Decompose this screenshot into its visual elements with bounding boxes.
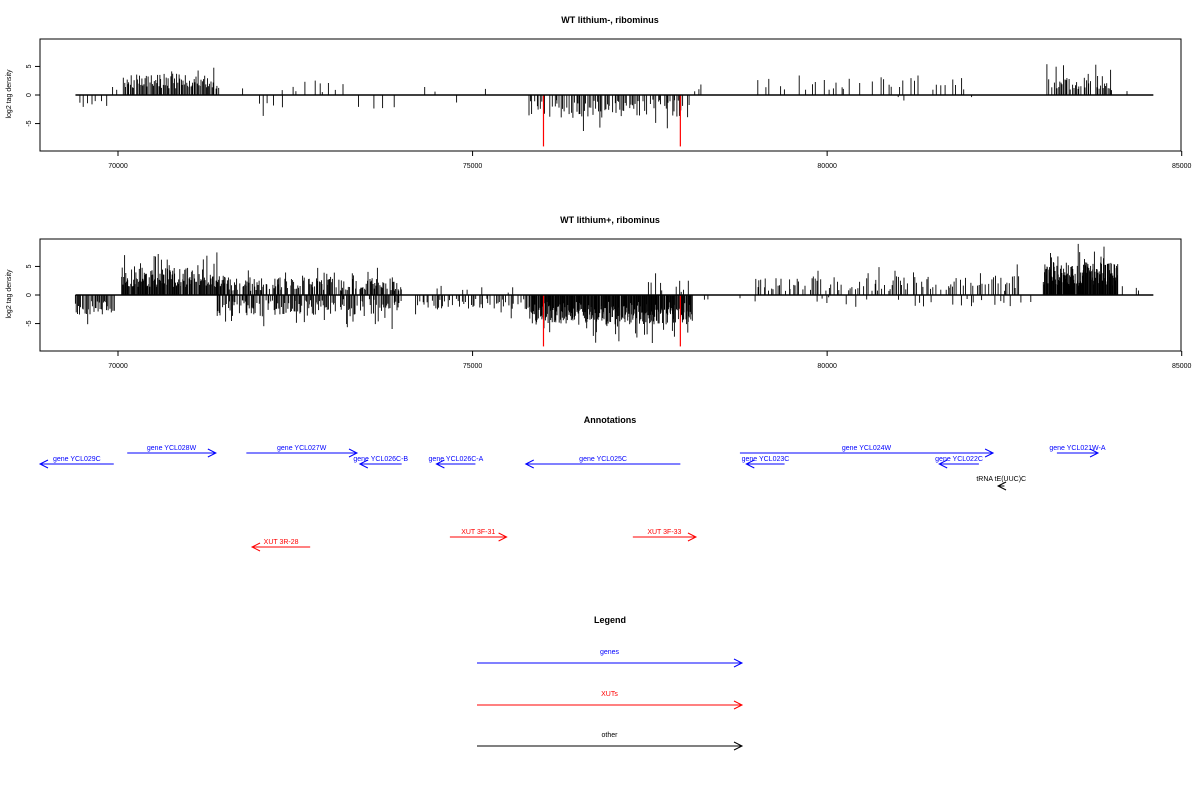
feature-label: gene YCL023C <box>742 456 790 463</box>
feature-label: gene YCL024W <box>842 445 892 452</box>
feature-label: gene YCL025C <box>579 456 627 463</box>
feature-arrowhead <box>996 481 1007 491</box>
annotation-feature: gene YCL024W <box>739 445 995 458</box>
feature-label: gene YCL021W-A <box>1049 445 1105 452</box>
legend-label: XUTs <box>601 691 618 698</box>
feature-arrowhead <box>207 448 217 458</box>
x-axis: 70000 75000 80000 85000 <box>108 151 1192 170</box>
feature-label: gene YCL026C-B <box>353 456 408 463</box>
annotation-feature: gene YCL023C <box>742 456 790 469</box>
annotation-feature: gene YCL022C <box>935 456 983 469</box>
y-axis-label: log2 tag density <box>6 69 13 119</box>
y-tick-label: 5 <box>26 264 33 268</box>
annotation-feature: tRNA tE(UUC)C <box>976 476 1026 491</box>
x-tick-label: 75000 <box>463 363 483 370</box>
x-tick-label: 85000 <box>1172 163 1192 170</box>
feature-label: gene YCL027W <box>277 445 327 452</box>
feature-label: XUT 3F-33 <box>647 529 681 536</box>
feature-arrowhead <box>984 448 995 458</box>
x-tick-label: 70000 <box>108 363 128 370</box>
x-tick-label: 85000 <box>1172 363 1192 370</box>
feature-label: gene YCL026C-A <box>429 456 484 463</box>
y-axis-label: log2 tag density <box>6 269 13 319</box>
panel-lithium-plus: WT lithium+, ribominus log2 tag density … <box>6 215 1192 370</box>
legend-arrowhead <box>733 741 744 751</box>
legend-entry: XUTs <box>477 691 744 710</box>
legend-entry: other <box>477 732 744 751</box>
panel-title: WT lithium-, ribominus <box>561 15 659 25</box>
y-tick-label: 5 <box>26 64 33 68</box>
legend-panel: Legend genes XUTs other <box>477 615 744 751</box>
panel-title: WT lithium+, ribominus <box>560 215 660 225</box>
x-axis: 70000 75000 80000 85000 <box>108 351 1192 370</box>
annotation-feature: gene YCL025C <box>524 456 681 469</box>
feature-arrowhead <box>250 542 261 552</box>
y-tick-label: 0 <box>26 93 33 97</box>
legend-entry: genes <box>477 649 744 668</box>
annotation-feature: XUT 3R-28 <box>250 539 311 552</box>
y-axis: -5 0 5 <box>26 264 40 327</box>
x-tick-label: 80000 <box>817 163 837 170</box>
feature-label: XUT 3F-31 <box>461 529 495 536</box>
legend-arrowhead <box>733 700 744 710</box>
y-tick-label: -5 <box>26 120 33 126</box>
y-tick-label: 0 <box>26 293 33 297</box>
y-tick-label: -5 <box>26 320 33 326</box>
legend-label: genes <box>600 649 620 656</box>
annotation-feature: gene YCL027W <box>246 445 359 458</box>
annotation-feature: gene YCL026C-A <box>429 456 484 469</box>
annotation-feature: gene YCL026C-B <box>353 456 408 469</box>
feature-arrowhead <box>348 448 359 458</box>
marker-lines <box>542 295 681 347</box>
feature-arrowhead <box>38 459 49 469</box>
x-tick-label: 70000 <box>108 163 128 170</box>
annotation-feature: gene YCL028W <box>127 445 217 458</box>
feature-arrowhead <box>745 459 755 469</box>
annotations-title: Annotations <box>584 415 637 425</box>
feature-arrowhead <box>498 532 508 542</box>
annotation-feature: gene YCL029C <box>38 456 114 469</box>
legend-label: other <box>602 732 619 739</box>
feature-arrowhead <box>1089 448 1100 458</box>
x-tick-label: 80000 <box>817 363 837 370</box>
marker-lines <box>542 95 681 147</box>
feature-arrowhead <box>687 532 698 542</box>
legend-title: Legend <box>594 615 626 625</box>
annotation-feature: XUT 3F-33 <box>632 529 698 542</box>
bar-series <box>74 243 1139 343</box>
feature-arrowhead <box>358 459 369 469</box>
feature-label: gene YCL022C <box>935 456 983 463</box>
y-axis: -5 0 5 <box>26 64 40 127</box>
feature-arrowhead <box>938 459 948 469</box>
annotation-features: gene YCL029C gene YCL028W gene YCL027W gene… <box>38 445 1106 552</box>
feature-label: XUT 3R-28 <box>264 539 299 546</box>
feature-label: tRNA tE(UUC)C <box>976 476 1026 483</box>
feature-label: gene YCL029C <box>53 456 101 463</box>
feature-arrowhead <box>524 459 534 469</box>
bar-series <box>79 64 1128 131</box>
legend-arrowhead <box>733 658 744 668</box>
feature-arrowhead <box>435 459 445 469</box>
feature-label: gene YCL028W <box>147 445 197 452</box>
legend-entries: genes XUTs other <box>477 649 744 751</box>
annotation-feature: gene YCL021W-A <box>1049 445 1106 458</box>
x-tick-label: 75000 <box>463 163 483 170</box>
annotation-feature: XUT 3F-31 <box>449 529 508 542</box>
panel-lithium-minus: WT lithium-, ribominus log2 tag density … <box>6 15 1192 170</box>
